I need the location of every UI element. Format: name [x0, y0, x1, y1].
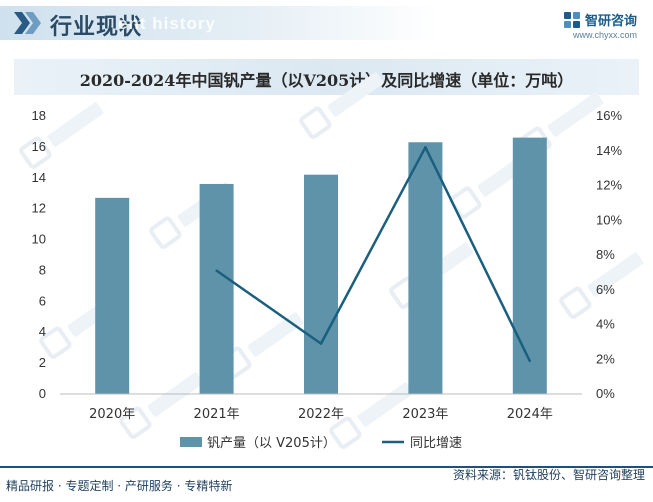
footer-divider — [0, 466, 653, 468]
left-axis: 0 2 4 6 8 10 12 14 16 18 — [32, 108, 46, 401]
growth-point — [215, 269, 218, 272]
left-tick-label: 12 — [32, 201, 46, 216]
watermark-logo-icon — [299, 72, 384, 139]
x-axis: 2020年 2021年 2022年 2023年 2024年 — [89, 407, 553, 422]
legend-bar-label: 钒产量（以 V205计） — [207, 436, 336, 451]
bar — [199, 183, 234, 394]
right-tick-label: 8% — [596, 247, 615, 262]
left-tick-label: 6 — [39, 293, 46, 308]
left-tick-label: 14 — [32, 170, 46, 185]
footer-tagline: 精品研报 · 专题定制 · 产研服务 · 专精特新 — [6, 479, 233, 493]
x-tick-label: 2021年 — [194, 407, 240, 422]
legend-line-label: 同比增速 — [410, 436, 462, 451]
x-tick-label: 2023年 — [402, 407, 448, 422]
right-tick-label: 0% — [596, 386, 615, 401]
x-tick-label: 2020年 — [89, 407, 135, 422]
section-title: 行业现状 — [50, 15, 143, 40]
bar-series — [95, 137, 547, 394]
right-tick-label: 16% — [596, 108, 622, 123]
brand-name: 智研咨询 — [584, 14, 637, 29]
bar — [304, 174, 338, 394]
footer: 精品研报 · 专题定制 · 产研服务 · 专精特新 资料来源：钒钛股份、智研咨询… — [0, 466, 653, 502]
watermark-logo-icon — [559, 252, 644, 319]
brand-url: www.chyxx.com — [572, 30, 637, 40]
header-watermark: ent history — [118, 14, 216, 33]
bar — [408, 142, 443, 394]
bar — [512, 137, 547, 394]
growth-point — [424, 146, 427, 149]
right-tick-label: 6% — [596, 282, 615, 297]
right-tick-label: 10% — [596, 212, 622, 227]
bar — [95, 197, 130, 394]
brand: 智研咨询 www.chyxx.com — [563, 10, 637, 40]
left-tick-label: 10 — [32, 232, 46, 247]
line-series — [215, 146, 531, 363]
chart-title-band: 2020-2024年中国钒产量（以V205计）及同比增速（单位：万吨） — [14, 59, 639, 95]
left-tick-label: 4 — [39, 324, 46, 339]
watermark-logo-icon — [119, 372, 204, 439]
brand-logo-icon — [563, 11, 580, 28]
left-tick-label: 18 — [32, 108, 46, 123]
x-tick-label: 2022年 — [298, 407, 344, 422]
x-tick-label: 2024年 — [507, 407, 553, 422]
right-tick-label: 2% — [596, 351, 615, 366]
growth-point — [319, 342, 323, 345]
legend: 钒产量（以 V205计） 同比增速 — [180, 436, 462, 451]
chart: 0 2 4 6 8 10 12 14 16 18 0% 2% 4% 6% 8% 10% 12% 14% 16% 2… — [19, 72, 644, 451]
legend-bar-swatch — [180, 437, 202, 447]
watermark-logo-icon — [19, 102, 104, 169]
right-tick-label: 14% — [596, 143, 622, 158]
right-axis: 0% 2% 4% 6% 8% 10% 12% 14% 16% — [596, 108, 622, 401]
growth-line — [215, 146, 531, 362]
header-band — [0, 6, 440, 40]
double-chevron-icon — [14, 12, 41, 34]
right-tick-label: 4% — [596, 317, 615, 332]
footer-source: 资料来源：钒钛股份、智研咨询整理 — [452, 468, 645, 482]
right-tick-label: 12% — [596, 178, 622, 193]
header: 行业现状 ent history 智研咨询 www.chyxx.com — [0, 0, 653, 50]
growth-point — [528, 359, 531, 363]
chart-title: 2020-2024年中国钒产量（以V205计）及同比增速（单位：万吨） — [79, 71, 574, 90]
left-tick-label: 0 — [39, 386, 46, 401]
left-tick-label: 8 — [39, 262, 46, 277]
left-tick-label: 2 — [39, 355, 46, 370]
left-tick-label: 16 — [32, 139, 46, 154]
